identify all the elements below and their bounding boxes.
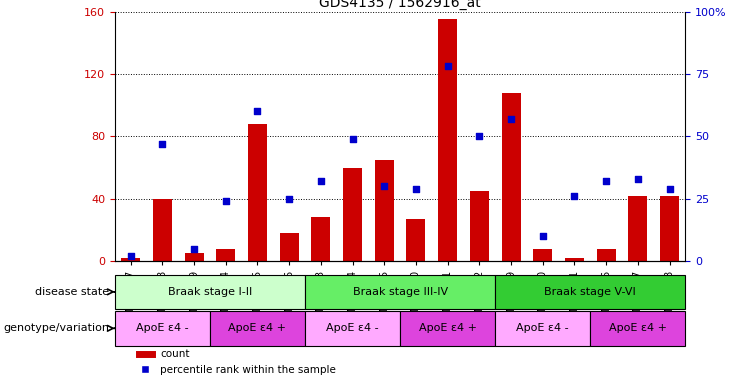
Point: [600, 178, 612, 184]
Bar: [407, 219, 425, 261]
Bar: [400, 311, 495, 346]
Text: ApoE ε4 +: ApoE ε4 +: [609, 323, 667, 333]
Point: [473, 133, 485, 139]
Bar: [185, 253, 204, 261]
Bar: [470, 191, 489, 261]
Legend: count, percentile rank within the sample: count, percentile rank within the sample: [135, 345, 340, 379]
Point: [410, 186, 422, 192]
Point: [347, 136, 359, 142]
Bar: [153, 199, 172, 261]
Point: [251, 108, 264, 114]
Point: [568, 193, 580, 199]
Bar: [597, 249, 616, 261]
Bar: [591, 311, 685, 346]
Bar: [122, 258, 140, 261]
Bar: [495, 311, 591, 346]
Point: [442, 63, 453, 70]
Bar: [115, 311, 210, 346]
Text: Braak stage V-VI: Braak stage V-VI: [545, 287, 637, 297]
Bar: [628, 195, 648, 261]
Bar: [534, 249, 552, 261]
Point: [156, 141, 168, 147]
Point: [220, 198, 232, 204]
Point: [664, 186, 676, 192]
Text: ApoE ε4 -: ApoE ε4 -: [516, 323, 569, 333]
Point: [283, 196, 295, 202]
Bar: [248, 124, 267, 261]
Bar: [216, 249, 236, 261]
Point: [315, 178, 327, 184]
Text: ApoE ε4 +: ApoE ε4 +: [228, 323, 287, 333]
Bar: [305, 311, 400, 346]
Point: [188, 246, 200, 252]
Bar: [210, 311, 305, 346]
Bar: [495, 275, 685, 309]
Point: [379, 183, 391, 189]
Text: disease state: disease state: [35, 287, 109, 297]
Point: [124, 253, 136, 259]
Text: ApoE ε4 -: ApoE ε4 -: [136, 323, 189, 333]
Bar: [343, 167, 362, 261]
Text: ApoE ε4 -: ApoE ε4 -: [326, 323, 379, 333]
Text: Braak stage I-II: Braak stage I-II: [167, 287, 252, 297]
Point: [505, 116, 517, 122]
Bar: [502, 93, 521, 261]
Bar: [305, 275, 495, 309]
Bar: [660, 195, 679, 261]
Title: GDS4135 / 1562916_at: GDS4135 / 1562916_at: [319, 0, 481, 10]
Bar: [311, 217, 330, 261]
Text: genotype/variation: genotype/variation: [3, 323, 109, 333]
Bar: [565, 258, 584, 261]
Bar: [438, 19, 457, 261]
Text: Braak stage III-IV: Braak stage III-IV: [353, 287, 448, 297]
Bar: [115, 275, 305, 309]
Point: [536, 233, 548, 239]
Point: [632, 176, 644, 182]
Bar: [279, 233, 299, 261]
Bar: [375, 160, 393, 261]
Text: ApoE ε4 +: ApoE ε4 +: [419, 323, 476, 333]
